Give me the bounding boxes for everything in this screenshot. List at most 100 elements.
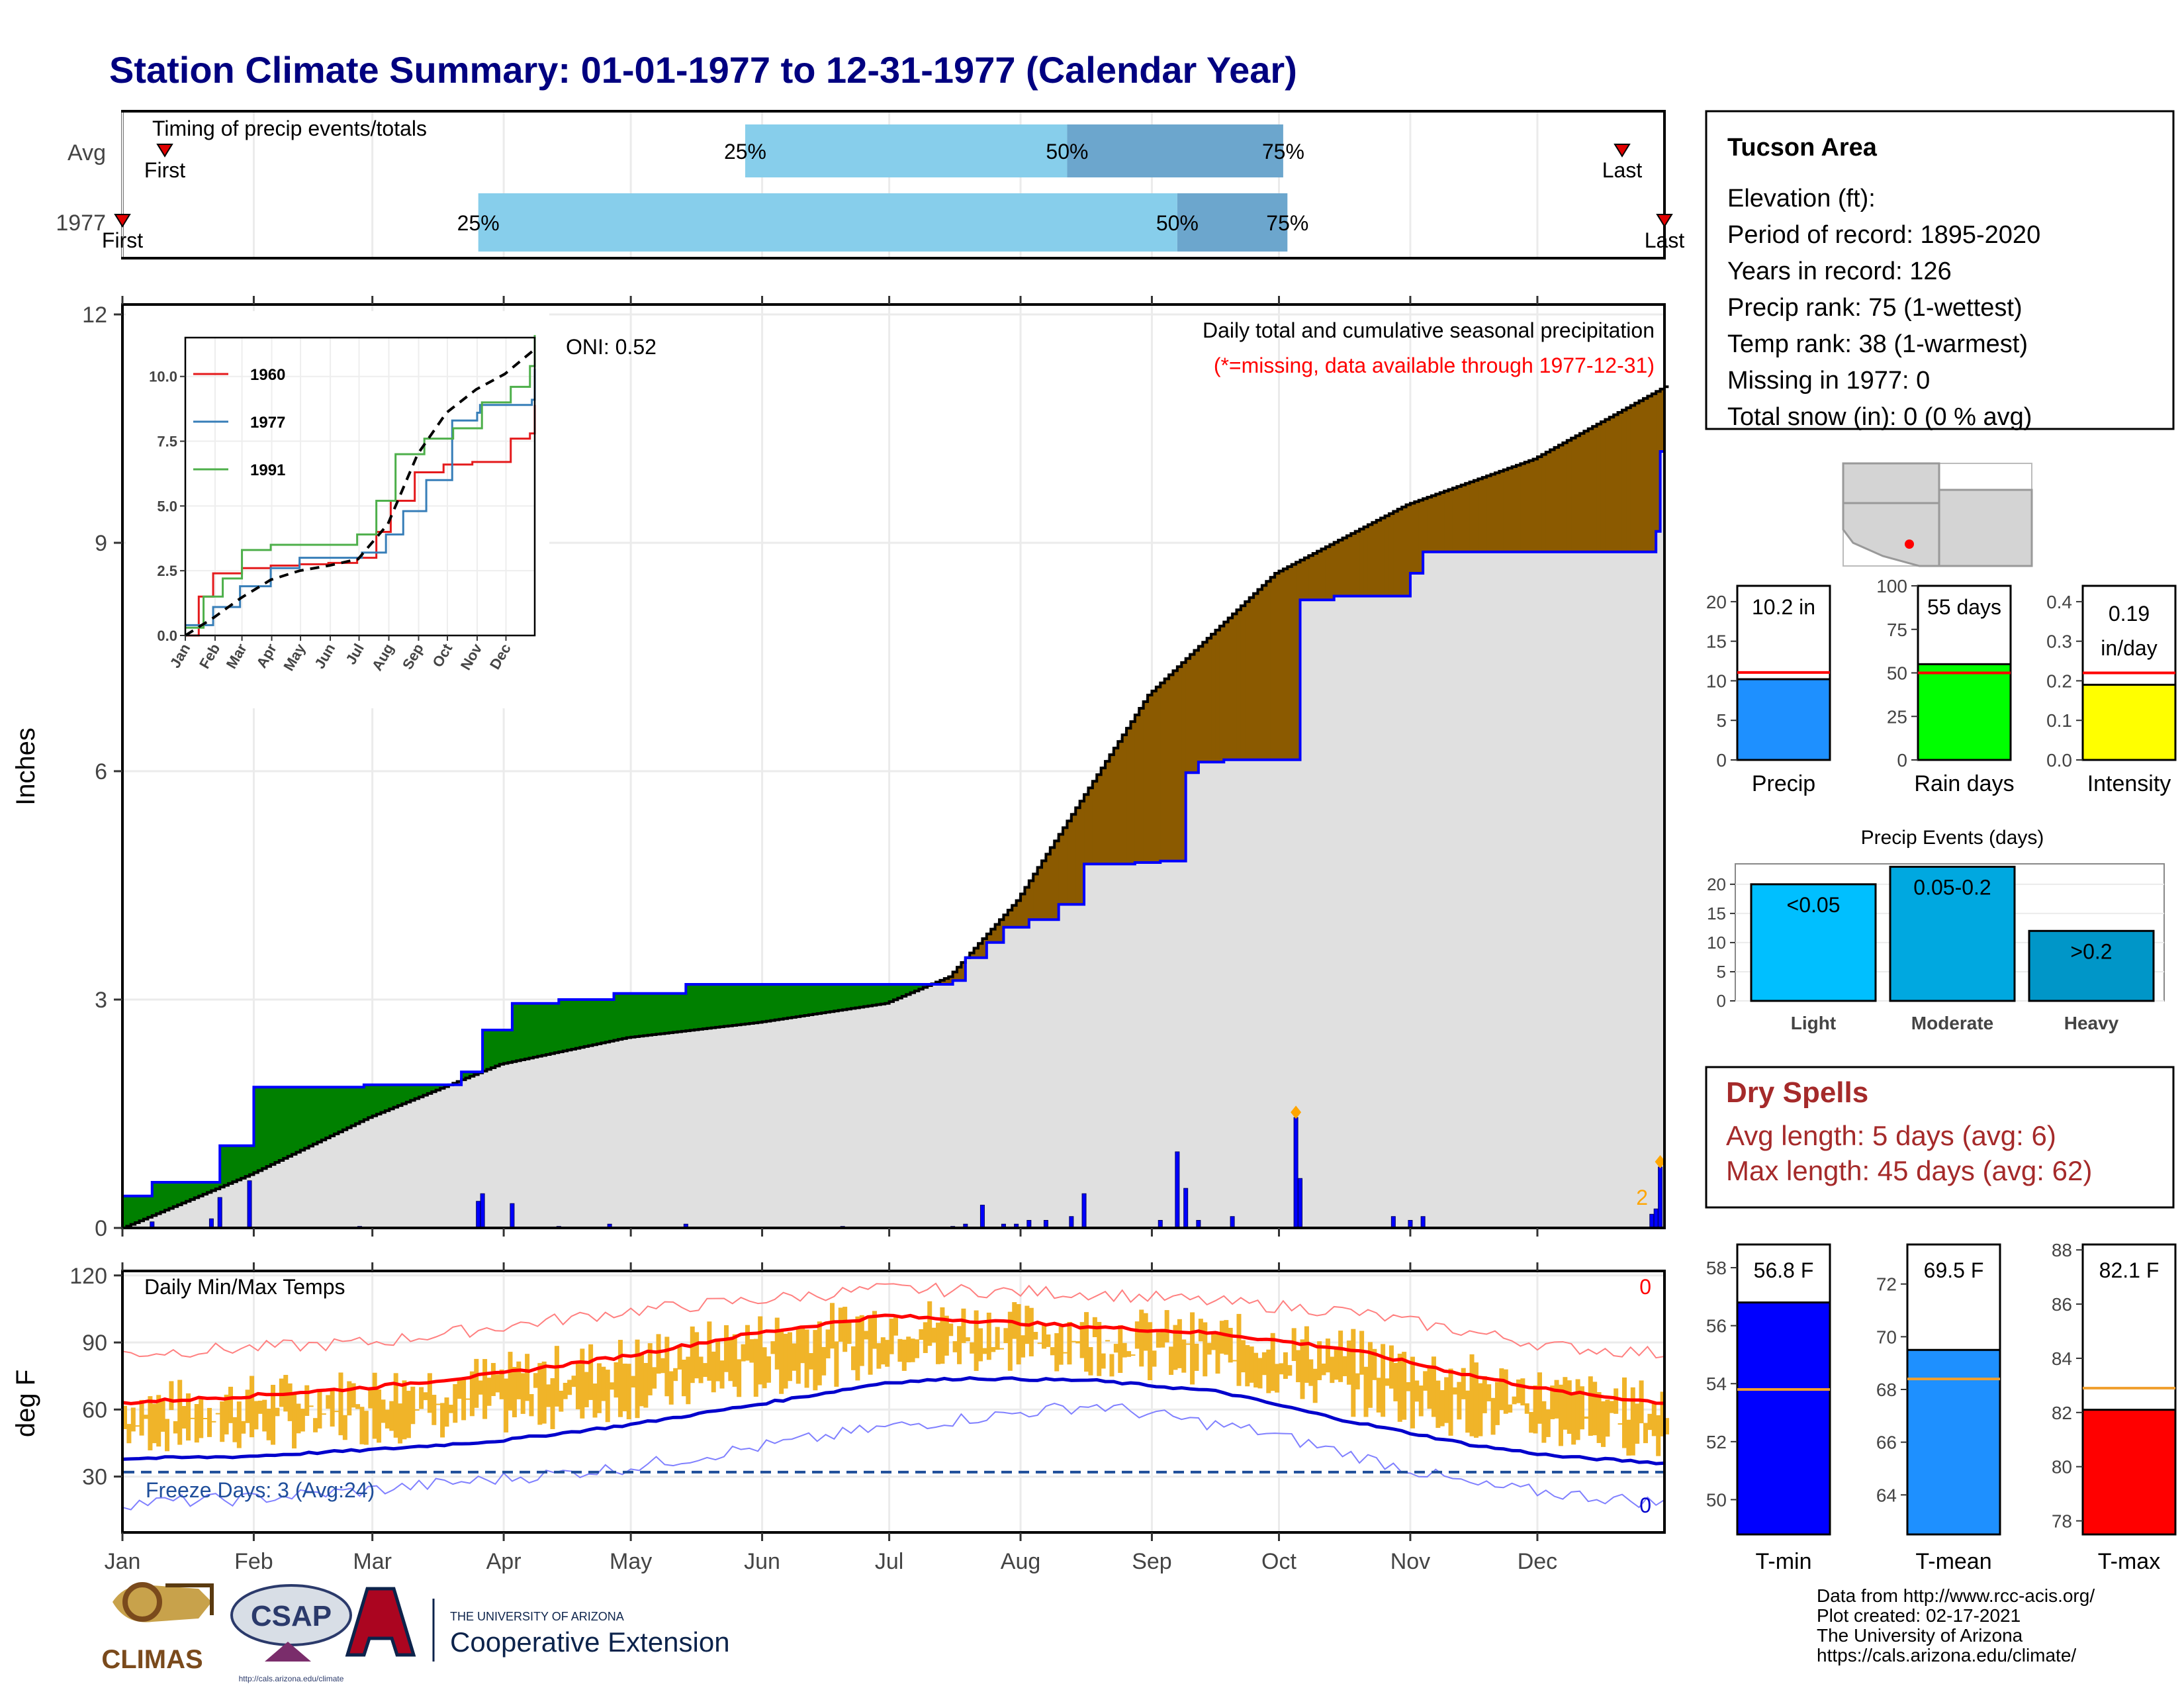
above-average-fill xyxy=(359,1087,365,1122)
daily-temp-range xyxy=(897,1338,903,1362)
daily-temp-range xyxy=(813,1330,818,1391)
daily-temp-range xyxy=(1554,1380,1559,1419)
above-average-fill xyxy=(245,1145,250,1177)
below-average-fill xyxy=(1579,433,1584,552)
daily-temp-range xyxy=(410,1386,416,1425)
daily-temp-range xyxy=(1592,1382,1598,1436)
events-ytick-label: 20 xyxy=(1707,874,1726,894)
daily-temp-range xyxy=(1287,1365,1293,1376)
daily-temp-range xyxy=(1520,1378,1525,1406)
inset-line-1991 xyxy=(185,335,536,629)
month-axis: Jan Feb Mar Apr May Jun Jul Aug Sep Oct Nov Dec xyxy=(105,1262,1557,1574)
above-average-fill xyxy=(719,984,725,1027)
daily-temp-range xyxy=(334,1411,340,1413)
above-average-fill xyxy=(508,1030,513,1063)
daily-temp-range xyxy=(584,1372,589,1407)
above-average-fill xyxy=(850,984,856,1009)
below-average-fill xyxy=(1079,801,1085,905)
above-average-fill xyxy=(414,1084,420,1099)
daily-temp-range xyxy=(1558,1384,1563,1446)
above-average-fill xyxy=(588,1000,594,1046)
daily-temp-range xyxy=(1579,1386,1584,1430)
daily-temp-range xyxy=(906,1336,911,1363)
summary-ytick-label: 5 xyxy=(1716,710,1727,731)
summary-bar-rain-days xyxy=(1917,663,2012,761)
summary-ytick-label: 50 xyxy=(1887,663,1907,684)
above-average-fill xyxy=(308,1087,314,1147)
above-average-fill xyxy=(423,1084,428,1096)
daily-temp-range xyxy=(253,1401,259,1430)
tempbar-category-label: T-min xyxy=(1756,1549,1812,1574)
daily-temp-range xyxy=(211,1421,216,1423)
above-average-fill xyxy=(639,993,644,1037)
daily-temp-range xyxy=(257,1400,263,1414)
summary-ytick-label: 25 xyxy=(1887,706,1907,727)
daily-temp-range xyxy=(465,1398,471,1400)
below-average-fill xyxy=(1621,410,1627,552)
daily-temp-range xyxy=(427,1373,432,1413)
daily-temp-range xyxy=(186,1393,191,1441)
daily-temp-range xyxy=(1249,1346,1254,1383)
tempbar-value-label: 69.5 F xyxy=(1924,1258,1984,1282)
below-average-fill xyxy=(1215,630,1220,763)
daily-temp-range xyxy=(952,1341,958,1352)
above-average-fill xyxy=(864,984,869,1007)
above-average-fill xyxy=(635,993,640,1037)
above-average-fill xyxy=(681,993,686,1031)
credit-line-3: The University of Arizona xyxy=(1817,1625,2023,1646)
events-bar-moderate xyxy=(1889,865,2016,1002)
daily-temp-range xyxy=(152,1403,157,1444)
daily-temp-range xyxy=(1512,1396,1517,1405)
above-average-fill xyxy=(342,1087,347,1130)
daily-temp-range xyxy=(580,1348,585,1419)
station-elevation: Elevation (ft): xyxy=(1727,185,1876,212)
daily-temp-range xyxy=(1338,1331,1343,1382)
above-average-fill xyxy=(381,1084,386,1113)
below-average-fill xyxy=(1075,808,1081,905)
above-average-fill xyxy=(135,1196,140,1223)
daily-temp-range xyxy=(461,1378,467,1421)
daily-temp-range xyxy=(330,1388,335,1427)
above-average-fill xyxy=(541,1003,547,1056)
below-average-fill xyxy=(1520,463,1525,552)
daily-temp-range xyxy=(457,1378,462,1399)
daily-temp-range xyxy=(448,1405,453,1413)
daily-temp-range xyxy=(1084,1312,1089,1372)
above-average-fill xyxy=(292,1087,297,1154)
above-average-fill xyxy=(550,1003,555,1054)
summary-bar-precip xyxy=(1736,678,1831,761)
daily-temp-range xyxy=(1224,1320,1229,1355)
daily-temp-range xyxy=(1118,1325,1123,1374)
daily-temp-range xyxy=(1211,1333,1216,1350)
daily-temp-range xyxy=(1457,1382,1462,1420)
above-average-fill xyxy=(262,1087,267,1169)
below-average-fill xyxy=(1071,814,1076,905)
daily-temp-range xyxy=(495,1374,500,1393)
daily-temp-range xyxy=(982,1348,987,1354)
summary-category-label: Intensity xyxy=(2087,771,2171,796)
daily-temp-range xyxy=(122,1405,128,1429)
below-average-fill xyxy=(999,919,1005,943)
daily-temp-range xyxy=(931,1327,936,1343)
above-average-fill xyxy=(250,1145,255,1175)
temp-ylabel: deg F xyxy=(11,1370,40,1437)
daily-temp-range xyxy=(1571,1392,1576,1445)
page-title: Station Climate Summary: 01-01-1977 to 1… xyxy=(109,49,1297,91)
below-average-fill xyxy=(1270,577,1275,760)
daily-temp-range xyxy=(1448,1368,1453,1436)
below-average-fill xyxy=(1122,735,1127,865)
daily-temp-range xyxy=(287,1383,293,1421)
above-average-fill xyxy=(516,1003,522,1061)
month-label: Jul xyxy=(875,1549,903,1574)
daily-temp-range xyxy=(537,1363,543,1425)
above-average-fill xyxy=(668,993,674,1033)
daily-temp-range xyxy=(304,1385,310,1416)
below-average-fill xyxy=(957,967,962,981)
month-label: Jan xyxy=(105,1549,141,1574)
above-average-fill xyxy=(749,984,754,1023)
above-average-fill xyxy=(656,993,661,1035)
tempbar-t-max xyxy=(2081,1409,2177,1536)
climas-logo-text: CLIMAS xyxy=(101,1645,203,1674)
daily-precip-bar xyxy=(510,1203,515,1229)
daily-temp-range xyxy=(622,1363,627,1411)
